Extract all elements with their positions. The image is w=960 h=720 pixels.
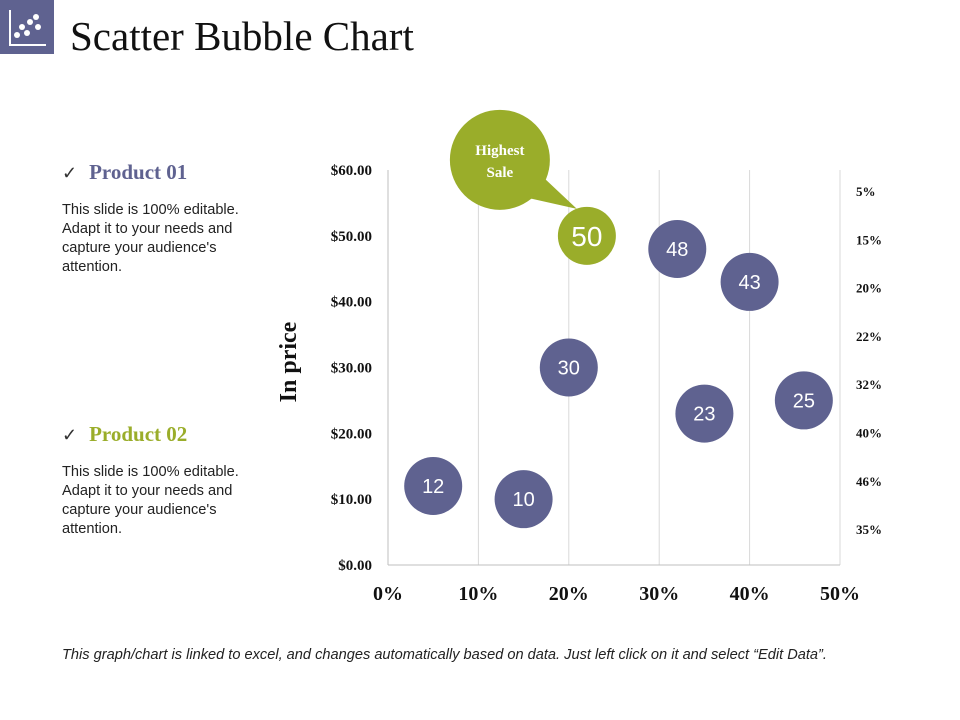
bubble-data-label: 12 [422, 476, 444, 498]
bubble-point [675, 384, 734, 443]
bubble-data-label: 23 [693, 404, 715, 426]
right-axis-label: 46% [856, 474, 882, 489]
y-tick-label: $50.00 [331, 229, 372, 245]
y-tick-label: $10.00 [331, 492, 372, 508]
bubble-point [720, 252, 779, 311]
callout-layer: Highest Sale [449, 109, 577, 210]
bubble-data-label: 48 [666, 239, 688, 261]
right-axis-label: 15% [856, 232, 882, 247]
page-title: Scatter Bubble Chart [70, 13, 414, 59]
bubble-point [774, 371, 833, 430]
y-tick-label: $60.00 [331, 163, 372, 179]
product-01-name: Product 01 [89, 160, 188, 184]
bubble-data-label: 10 [512, 489, 534, 511]
callout-text-line1: Highest [475, 143, 524, 159]
product-02-name: Product 02 [89, 422, 188, 446]
checkmark-icon: ✓ [62, 425, 78, 445]
product-02-description: This slide is 100% editable. Adapt it to… [62, 464, 239, 537]
x-tick-label: 30% [639, 583, 679, 605]
bubble-data-label: 25 [793, 390, 815, 412]
bubble-point [648, 220, 707, 278]
bubble-point [404, 457, 463, 515]
x-tick-label: 10% [458, 583, 498, 605]
x-tick-label: 0% [373, 583, 403, 605]
right-axis-label: 35% [856, 522, 882, 537]
bubble-data-label: 43 [738, 272, 760, 294]
y-tick-label: $0.00 [338, 558, 372, 574]
x-tick-label: 50% [820, 583, 860, 605]
checkmark-icon: ✓ [62, 163, 78, 183]
right-axis-label: 40% [856, 426, 882, 441]
y-tick-label: $20.00 [331, 426, 372, 442]
x-tick-label: 40% [730, 583, 770, 605]
right-axis-label: 32% [856, 377, 882, 392]
x-tick-label: 20% [549, 583, 589, 605]
axis-layer: 0% 10% 20% 30% 40% 50% $0.00 $10.00 $20.00 $30.00… [276, 163, 882, 605]
bubble-data-label: 30 [558, 358, 580, 380]
scatter-chart-icon [0, 0, 54, 54]
y-tick-label: $30.00 [331, 361, 372, 377]
y-tick-label: $40.00 [331, 295, 372, 311]
footer-note: This graph/chart is linked to excel, and… [62, 647, 827, 663]
callout-text-line2: Sale [487, 165, 514, 181]
right-axis-label: 5% [856, 184, 876, 199]
callout-circle [449, 109, 550, 210]
product-01-heading: ✓ Product 01 [62, 160, 187, 185]
bubble-layer: 12 10 30 48 23 43 25 50 [404, 206, 833, 529]
bubble-data-label: 50 [571, 221, 602, 252]
product-02-heading: ✓ Product 02 [62, 422, 187, 447]
product-01-description: This slide is 100% editable. Adapt it to… [62, 202, 239, 275]
bubble-point [494, 470, 553, 529]
right-axis-label: 20% [856, 281, 882, 296]
right-axis-label: 22% [856, 329, 882, 344]
bubble-point [539, 338, 598, 397]
bubble-point [557, 206, 616, 265]
y-axis-title: In price [276, 321, 302, 402]
